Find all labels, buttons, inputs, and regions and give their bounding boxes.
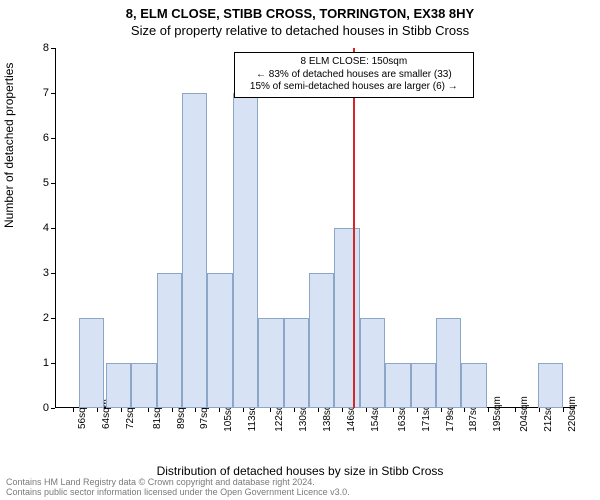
y-axis-line [55,48,56,408]
histogram-bar [79,318,104,408]
x-tick-mark [172,408,173,412]
histogram-bar [538,363,563,408]
y-tick-mark [51,93,55,94]
plot-area: 01234567856sqm64sqm72sqm81sqm89sqm97sqm1… [55,48,575,408]
histogram-bar [334,228,359,408]
x-tick-mark [342,408,343,412]
x-tick-label: 204sqm [519,396,530,432]
histogram-bar [207,273,232,408]
y-tick-mark [51,48,55,49]
x-tick-mark [219,408,220,412]
x-tick-mark [464,408,465,412]
y-tick-mark [51,228,55,229]
histogram-bar [309,273,334,408]
property-size-chart: 8, ELM CLOSE, STIBB CROSS, TORRINGTON, E… [0,0,600,500]
chart-title-address: 8, ELM CLOSE, STIBB CROSS, TORRINGTON, E… [0,0,600,21]
annotation-line-3: 15% of semi-detached houses are larger (… [241,81,467,94]
x-tick-mark [243,408,244,412]
x-tick-mark [294,408,295,412]
y-axis-label: Number of detached properties [2,63,16,228]
x-tick-mark [563,408,564,412]
histogram-bar [360,318,385,408]
y-tick-mark [51,183,55,184]
x-tick-mark [195,408,196,412]
chart-subtitle: Size of property relative to detached ho… [0,21,600,38]
x-tick-mark [539,408,540,412]
x-tick-mark [441,408,442,412]
x-tick-mark [121,408,122,412]
annotation-box: 8 ELM CLOSE: 150sqm← 83% of detached hou… [234,52,474,98]
y-tick-mark [51,318,55,319]
x-tick-label: 220sqm [567,396,578,432]
histogram-bar [461,363,486,408]
footer-line-2: Contains public sector information licen… [6,488,594,498]
annotation-line-2: ← 83% of detached houses are smaller (33… [241,69,467,82]
histogram-bar [131,363,156,408]
x-tick-mark [417,408,418,412]
y-tick-mark [51,138,55,139]
histogram-bar [411,363,436,408]
x-tick-mark [148,408,149,412]
histogram-bar [385,363,410,408]
y-tick-mark [51,273,55,274]
histogram-bar [106,363,131,408]
x-tick-mark [366,408,367,412]
histogram-bar [284,318,309,408]
x-tick-mark [515,408,516,412]
chart-footer: Contains HM Land Registry data © Crown c… [0,476,600,500]
y-tick-mark [51,363,55,364]
reference-marker-line [353,48,355,408]
x-tick-mark [318,408,319,412]
y-tick-mark [51,408,55,409]
histogram-bar [182,93,207,408]
x-tick-mark [270,408,271,412]
x-tick-mark [73,408,74,412]
histogram-bar [258,318,283,408]
histogram-bar [436,318,461,408]
x-tick-mark [393,408,394,412]
histogram-bar [233,93,258,408]
x-tick-mark [97,408,98,412]
annotation-line-1: 8 ELM CLOSE: 150sqm [241,56,467,69]
x-tick-mark [488,408,489,412]
histogram-bar [157,273,182,408]
x-tick-label: 195sqm [492,396,503,432]
